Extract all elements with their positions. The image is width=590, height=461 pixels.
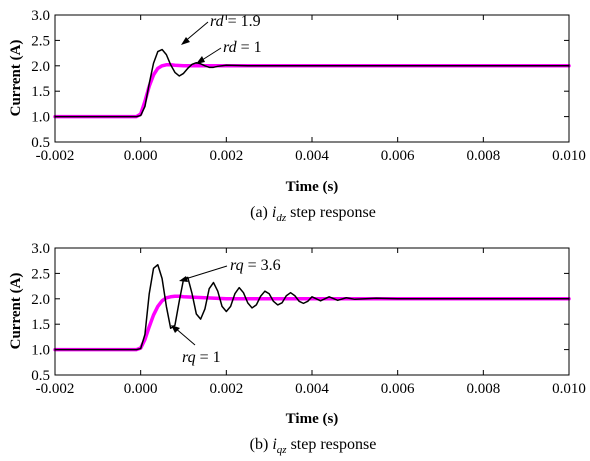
axis-ticks-a: -0.002 0.000 0.002 0.004 0.006 0.008 0.010 0.5 1… (31, 8, 586, 164)
caption-b: (b) iqz step response (250, 436, 377, 456)
x-tick-label-a: 0.000 (124, 148, 158, 164)
y-tick-label-b: 2.5 (31, 266, 50, 282)
x-tick-label-b: 0.004 (295, 381, 329, 397)
y-axis-label-b: Current (A) (8, 273, 24, 350)
x-tick-label-a: 0.004 (295, 148, 329, 164)
y-tick-label-b: 2.0 (31, 292, 50, 308)
x-tick-label-a: 0.002 (209, 148, 243, 164)
annotation-rd-1-9: rd = 1.9 (210, 13, 261, 30)
x-tick-label-a: 0.010 (552, 148, 586, 164)
y-tick-label-b: 1.5 (31, 317, 50, 333)
series-line-rd-1 (53, 63, 571, 119)
x-tick-label-a: -0.002 (36, 148, 75, 164)
plot-area-a (53, 48, 571, 119)
x-axis-label-b: Time (s) (286, 411, 339, 427)
y-axis-label-a: Current (A) (8, 40, 24, 117)
y-tick-label-a: 3.0 (31, 8, 50, 24)
annotation-rq-3-6: rq = 3.6 (230, 257, 281, 274)
chart-panel-b: -0.002 0.000 0.002 0.004 0.006 0.008 0.010 0.5 1… (8, 241, 586, 456)
x-tick-label-b: 0.010 (552, 381, 586, 397)
series-line-rd-1-9 (54, 48, 570, 118)
series-line-rq-3-6 (54, 264, 570, 351)
y-tick-label-a: 2.0 (31, 59, 50, 75)
arrowhead-rq-3-6 (179, 276, 188, 282)
x-tick-label-a: 0.006 (381, 148, 415, 164)
annotation-arrow-rq-3-6 (181, 265, 228, 281)
y-tick-label-b: 0.5 (31, 368, 50, 384)
plot-area-b (53, 264, 571, 352)
axis-ticks-b: -0.002 0.000 0.002 0.004 0.006 0.008 0.010 0.5 1… (31, 241, 586, 397)
x-axis-label-a: Time (s) (286, 179, 339, 195)
plot-frame-b (54, 247, 570, 376)
x-tick-label-b: 0.006 (381, 381, 415, 397)
annotation-rd-1: rd = 1 (223, 39, 262, 56)
y-tick-label-a: 1.0 (31, 110, 50, 126)
x-tick-label-b: 0.008 (466, 381, 500, 397)
arrowhead-rq-1 (171, 325, 180, 333)
arrowhead-rd-1 (196, 56, 205, 64)
x-tick-label-b: 0.000 (124, 381, 158, 397)
x-tick-label-a: 0.008 (466, 148, 500, 164)
x-tick-label-b: -0.002 (36, 381, 75, 397)
y-tick-label-a: 0.5 (31, 135, 50, 151)
series-line-rq-1 (53, 294, 571, 352)
arrowhead-rd-1-9 (181, 37, 190, 45)
y-tick-label-b: 3.0 (31, 241, 50, 257)
y-tick-label-b: 1.0 (31, 343, 50, 359)
x-tick-label-b: 0.002 (209, 381, 243, 397)
chart-panel-a: -0.002 0.000 0.002 0.004 0.006 0.008 0.010 0.5 1… (8, 8, 586, 224)
annotation-rq-1: rq = 1 (182, 349, 221, 366)
y-tick-label-a: 1.5 (31, 84, 50, 100)
y-tick-label-a: 2.5 (31, 33, 50, 49)
plot-frame-a (54, 14, 570, 143)
caption-a: (a) idz step response (250, 204, 376, 224)
